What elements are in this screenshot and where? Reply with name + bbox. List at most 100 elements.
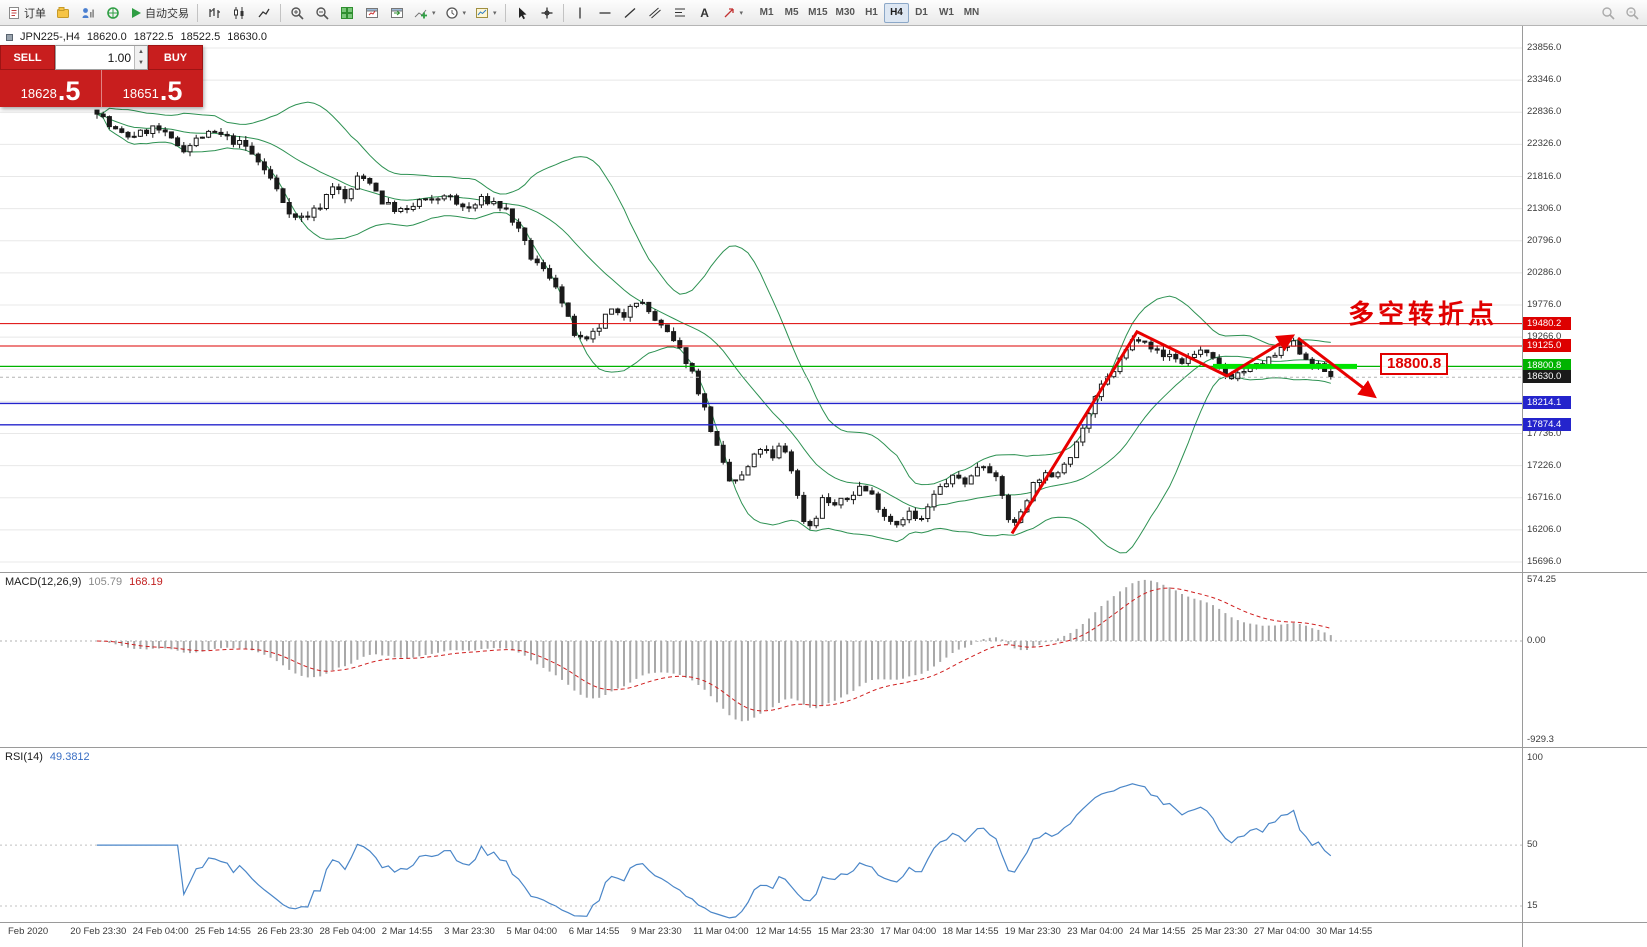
macd-value-signal: 168.19 [129, 576, 163, 588]
fibonacci-button[interactable] [668, 2, 692, 24]
horizontal-line-button[interactable] [593, 2, 617, 24]
trendline-button[interactable] [618, 2, 642, 24]
magnifier-button[interactable] [1620, 2, 1644, 24]
clock-icon [445, 6, 458, 19]
data-window-button[interactable] [76, 2, 100, 24]
channel-icon [648, 7, 661, 18]
line-chart-icon [258, 8, 270, 17]
timeframe-button-h4[interactable]: H4 [883, 2, 909, 23]
bar-chart-button[interactable] [202, 2, 226, 24]
autotrading-button[interactable]: 自动交易 [126, 2, 193, 24]
macd-value-main: 105.79 [88, 576, 123, 588]
cursor-button[interactable] [510, 2, 534, 24]
price-scale-border [1522, 26, 1523, 947]
template-icon [476, 7, 489, 18]
turning-point-annotation[interactable]: 多空转折点 [1348, 299, 1499, 329]
time-axis-label: 19 Mar 23:30 [1004, 926, 1061, 937]
time-axis-label: 23 Mar 04:00 [1067, 926, 1124, 937]
zoom-in-button[interactable] [285, 2, 309, 24]
candlestick-chart-button[interactable] [227, 2, 251, 24]
add-indicator-icon [414, 9, 427, 18]
timeframe-button-m15[interactable]: M15 [808, 7, 828, 18]
toolbar-separator [562, 3, 564, 22]
text-tool-button[interactable]: A [693, 2, 717, 24]
time-axis-label: 24 Feb 04:00 [132, 926, 189, 937]
volume-decrease-button[interactable]: ▼ [135, 57, 147, 69]
buy-price-main: 18651 [122, 86, 159, 101]
dropdown-caret-icon: ▾ [462, 9, 467, 17]
time-axis-label: 24 Mar 14:55 [1129, 926, 1186, 937]
market-watch-icon [57, 6, 69, 18]
templates-button[interactable]: ▾ [471, 2, 501, 24]
timeframe-button-m30[interactable]: M30 [835, 7, 855, 18]
time-axis-label: 9 Mar 23:30 [631, 926, 682, 937]
timeframe-button-m5[interactable]: M5 [784, 7, 799, 18]
search-button[interactable] [1596, 2, 1620, 24]
dropdown-caret-icon: ▾ [493, 9, 497, 17]
time-axis-label: 30 Mar 14:55 [1316, 926, 1373, 937]
vertical-line-button[interactable] [568, 2, 592, 24]
channel-button[interactable] [643, 2, 667, 24]
crosshair-button[interactable] [535, 2, 559, 24]
window-layout-button-2[interactable] [385, 2, 409, 24]
new-order-icon [9, 6, 19, 19]
pane-separator-rsi[interactable] [0, 747, 1647, 748]
chart-bullet-icon [6, 33, 13, 41]
new-order-label: 订单 [24, 7, 46, 20]
time-axis-label: 15 Mar 23:30 [817, 926, 874, 937]
navigator-button[interactable] [101, 2, 125, 24]
volume-input[interactable]: 1.00 ▲ ▼ [55, 45, 148, 70]
sell-price[interactable]: 18628 .5 [0, 70, 101, 107]
price-tag-annotation[interactable]: 18800.8 [1380, 353, 1449, 375]
ohlc-close: 18630.0 [227, 31, 267, 43]
timeframe-button-m1[interactable]: M1 [759, 7, 774, 18]
tile-windows-icon [341, 6, 353, 19]
buy-price-fraction: .5 [159, 76, 183, 106]
text-tool-icon: A [700, 5, 709, 20]
time-axis-border [0, 922, 1647, 923]
ohlc-low: 18522.5 [180, 31, 221, 43]
periods-button[interactable]: ▾ [441, 2, 471, 24]
pane-separator-macd[interactable] [0, 572, 1647, 573]
time-axis-label: 25 Mar 23:30 [1191, 926, 1248, 937]
timeframe-button-w1[interactable]: W1 [938, 7, 954, 18]
main-toolbar: 订单 自动交易 [0, 0, 1647, 26]
navigator-icon [107, 6, 119, 19]
time-axis-label: 28 Feb 04:00 [319, 926, 376, 937]
line-chart-button[interactable] [252, 2, 276, 24]
chart-window-icon [366, 7, 378, 18]
tile-windows-button[interactable] [335, 2, 359, 24]
timeframe-button-d1[interactable]: D1 [915, 7, 928, 18]
arrow-tool-icon [724, 7, 734, 17]
timeframe-button-mn[interactable]: MN [963, 7, 980, 18]
timeframe-toolbar: M1 M5 M15 M30 H1 H4 D1 W1 MN [754, 2, 984, 23]
new-order-button[interactable]: 订单 [3, 2, 50, 24]
autotrading-play-icon [132, 7, 141, 18]
zoom-out-button[interactable] [310, 2, 334, 24]
autotrading-label: 自动交易 [145, 7, 189, 20]
arrows-tool-button[interactable]: ▾ [718, 2, 748, 24]
buy-button[interactable]: BUY [148, 45, 203, 70]
time-axis-label: 20 Feb 23:30 [70, 926, 127, 937]
magnifier-icon [1626, 6, 1639, 20]
rsi-value: 49.3812 [49, 751, 90, 763]
ohlc-high: 18722.5 [133, 31, 174, 43]
data-window-icon [82, 7, 94, 18]
zoom-out-icon [316, 6, 329, 20]
market-watch-button[interactable] [51, 2, 75, 24]
zoom-in-icon [291, 6, 304, 20]
window-layout-button-1[interactable] [360, 2, 384, 24]
time-axis-label: 25 Feb 14:55 [194, 926, 251, 937]
price-scale[interactable] [1522, 26, 1647, 947]
volume-increase-button[interactable]: ▲ [135, 46, 147, 58]
fibonacci-icon [674, 8, 685, 16]
buy-price[interactable]: 18651 .5 [101, 70, 203, 107]
cursor-icon [518, 7, 527, 19]
sell-button[interactable]: SELL [0, 45, 55, 70]
sell-price-fraction: .5 [57, 76, 81, 106]
add-indicator-button[interactable]: ▾ [410, 2, 440, 24]
sell-price-main: 18628 [20, 86, 57, 101]
chart-ohlc-info: JPN225-,H4 18620.0 18722.5 18522.5 18630… [6, 31, 267, 43]
timeframe-button-h1[interactable]: H1 [865, 7, 878, 18]
